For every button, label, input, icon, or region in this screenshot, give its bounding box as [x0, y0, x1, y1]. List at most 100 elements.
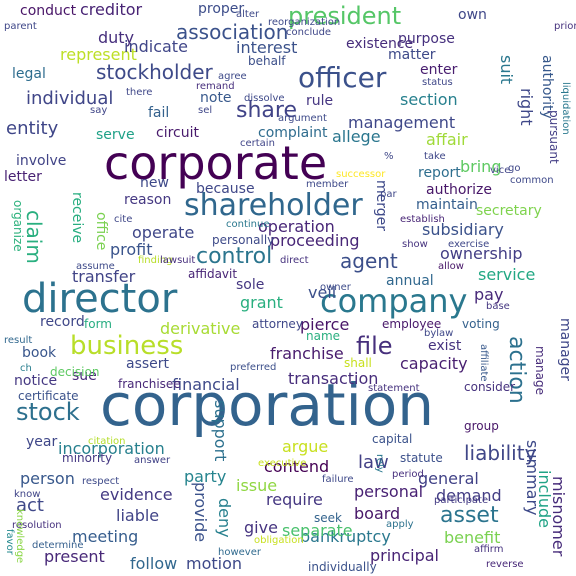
- word-provide: provide: [191, 482, 210, 543]
- word-result: result: [4, 335, 33, 346]
- word-note: note: [200, 90, 232, 106]
- word-seek: seek: [314, 511, 342, 525]
- word-general: general: [418, 469, 479, 488]
- word-matter: matter: [388, 47, 436, 63]
- word-establish: establish: [400, 214, 445, 225]
- word-continue: continue: [226, 219, 270, 230]
- word-pierce: pierce: [300, 315, 350, 334]
- word-enter: enter: [420, 62, 458, 78]
- word-determine: determine: [32, 540, 84, 551]
- word-liquidation: liquidation: [560, 82, 571, 135]
- word-behalf: behalf: [248, 54, 286, 68]
- word-assume: assume: [76, 261, 115, 272]
- word-president: president: [288, 2, 402, 30]
- word-take: take: [424, 151, 446, 162]
- word-respect: respect: [82, 476, 120, 487]
- word-support: support: [211, 400, 230, 462]
- word-misnomer: misnomer: [549, 476, 568, 557]
- word-argue: argue: [282, 437, 329, 456]
- word-transaction: transaction: [288, 369, 379, 388]
- word-capacity: capacity: [400, 354, 468, 373]
- word-fail: fail: [148, 105, 170, 121]
- word-executive: executive: [258, 458, 307, 469]
- word-pay: pay: [474, 285, 504, 304]
- word-personal: personal: [354, 482, 424, 501]
- word-maintain: maintain: [416, 197, 478, 213]
- word-individually: individually: [308, 560, 377, 574]
- word-evidence: evidence: [100, 485, 173, 504]
- word-profit: profit: [110, 240, 153, 259]
- word-prior: prior: [554, 21, 576, 32]
- word-rely: rely: [374, 454, 385, 473]
- word-consider: consider: [464, 380, 516, 394]
- word-contend: contend: [264, 457, 330, 476]
- word-business: business: [70, 331, 184, 361]
- word-year: year: [26, 434, 58, 450]
- word-employee: employee: [382, 317, 442, 331]
- word-asset: asset: [440, 503, 499, 528]
- word-serve: serve: [96, 127, 135, 143]
- word-agent: agent: [340, 249, 398, 273]
- word-purpose: purpose: [398, 31, 455, 47]
- word-bring: bring: [460, 157, 502, 176]
- word-because: because: [196, 181, 255, 197]
- word-vice: vice: [490, 165, 511, 176]
- word-capital: capital: [372, 432, 413, 446]
- word-common: common: [510, 175, 554, 186]
- word-company: company: [320, 282, 468, 320]
- word-notice: notice: [14, 373, 58, 389]
- word-represent: represent: [60, 45, 137, 64]
- word-proceeding: proceeding: [270, 231, 360, 250]
- word-citation: citation: [88, 436, 126, 447]
- word-say: say: [90, 105, 108, 116]
- word-entity: entity: [6, 118, 59, 139]
- word-preferred: preferred: [230, 362, 277, 373]
- word-stockholder: stockholder: [96, 60, 213, 84]
- word-certain: certain: [240, 138, 275, 149]
- word-parent: parent: [4, 21, 37, 32]
- word-manager: manager: [557, 318, 573, 381]
- word-status: status: [422, 77, 453, 88]
- word-person: person: [20, 469, 75, 488]
- word-issue: issue: [236, 476, 278, 495]
- word-demand: demand: [436, 486, 502, 505]
- word-duty: duty: [98, 28, 135, 47]
- word-management: management: [348, 113, 456, 132]
- word-there: there: [126, 87, 153, 98]
- word-statute: statute: [400, 451, 443, 465]
- word-show: show: [402, 239, 428, 250]
- word-control: control: [196, 244, 273, 269]
- word-board: board: [354, 504, 401, 523]
- word-ch: ch: [20, 363, 32, 374]
- word-office: office: [93, 212, 109, 251]
- word-go: go: [508, 163, 521, 174]
- word-subsidiary: subsidiary: [422, 220, 504, 239]
- word-individual: individual: [26, 88, 114, 109]
- word-lawsuit: lawsuit: [160, 255, 196, 266]
- word-principal: principal: [370, 546, 439, 565]
- word-however: however: [218, 547, 261, 558]
- word-knowledge: knowledge: [14, 509, 25, 564]
- word-dissolve: dissolve: [244, 93, 285, 104]
- word-share: share: [236, 98, 297, 123]
- word-deny: deny: [215, 498, 234, 538]
- word-corporation: corporation: [100, 371, 435, 439]
- word-voting: voting: [462, 317, 500, 331]
- word-remand: remand: [196, 81, 235, 92]
- word-new: new: [140, 175, 169, 191]
- word-affidavit: affidavit: [188, 267, 238, 281]
- word-participate: participate: [434, 495, 489, 506]
- word-file: file: [356, 332, 393, 360]
- word-own: own: [458, 7, 487, 23]
- word-cite: cite: [114, 214, 133, 225]
- word-letter: letter: [4, 169, 42, 185]
- word-require: require: [266, 490, 323, 509]
- word-allow: allow: [438, 261, 464, 272]
- word-ownership: ownership: [440, 244, 523, 263]
- word-franchisee: franchisee: [118, 377, 181, 391]
- word-merger: merger: [373, 180, 389, 232]
- word-book: book: [22, 345, 57, 361]
- word-sue: sue: [72, 368, 97, 384]
- word-give: give: [244, 518, 278, 537]
